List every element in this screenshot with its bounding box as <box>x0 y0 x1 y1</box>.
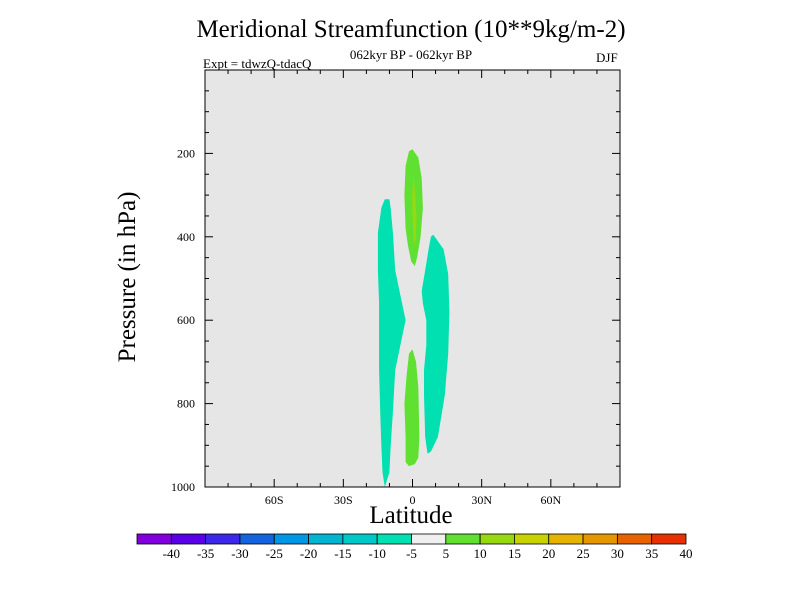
colorbar-swatch <box>170 533 207 545</box>
colorbar-label: 15 <box>508 546 521 561</box>
colorbar-label: 40 <box>680 546 693 561</box>
colorbar-swatch <box>342 533 378 545</box>
colorbar-swatch <box>136 533 172 545</box>
y-tick-label: 600 <box>177 313 195 327</box>
contour-regions <box>377 149 450 488</box>
colorbar-label: -10 <box>369 546 386 561</box>
colorbar-label: -30 <box>231 546 248 561</box>
colorbar-swatch <box>479 533 515 545</box>
x-tick-label: 0 <box>410 493 416 507</box>
colorbar-swatch <box>376 533 412 545</box>
colorbar-swatch <box>411 533 447 545</box>
chart-subtitle: 062kyr BP - 062kyr BP <box>349 47 473 62</box>
colorbar-label: 5 <box>443 546 450 561</box>
colorbar-swatch <box>205 533 241 545</box>
x-tick-label: 60N <box>540 493 561 507</box>
x-tick-label: 60S <box>265 493 284 507</box>
colorbar-label: 10 <box>474 546 487 561</box>
x-tick-label: 30N <box>471 493 492 507</box>
colorbar-swatch <box>308 533 344 545</box>
colorbar-label: 25 <box>577 546 590 561</box>
colorbar-label: -25 <box>266 546 283 561</box>
plot-border <box>204 69 621 488</box>
colorbar-label: -5 <box>406 546 417 561</box>
colorbar-label: 20 <box>542 546 555 561</box>
colorbar-label: -35 <box>197 546 214 561</box>
colorbar-swatch <box>273 533 309 545</box>
y-tick-label: 200 <box>177 146 195 160</box>
contour-region-positive-core-upper <box>412 174 417 246</box>
colorbar-label: -20 <box>300 546 317 561</box>
colorbar-swatch <box>616 533 653 545</box>
colorbar-swatch <box>548 533 584 545</box>
colorbar-swatch <box>514 533 550 545</box>
y-tick-label: 800 <box>177 397 195 411</box>
contour-region-negative-cell-south <box>377 199 406 488</box>
colorbar-label: 30 <box>611 546 624 561</box>
experiment-label: Expt = tdwzQ-tdacQ <box>203 56 312 71</box>
colorbar-label: -40 <box>163 546 180 561</box>
y-tick-label: 1000 <box>171 480 195 494</box>
colorbar-swatch <box>445 533 481 545</box>
season-label: DJF <box>596 50 618 65</box>
x-tick-label: 30S <box>334 493 353 507</box>
colorbar-swatch <box>582 533 618 545</box>
chart-title: Meridional Streamfunction (10**9kg/m-2) <box>196 16 626 43</box>
colorbar-swatch <box>651 533 687 545</box>
colorbar-label: 35 <box>645 546 658 561</box>
contour-region-negative-cell-north <box>421 234 450 454</box>
x-axis-label: Latitude <box>369 502 453 529</box>
colorbar: -40 -35 -30 -25 -20 -15 -10 -5 5 10 15 20 25 30 35 40 <box>136 533 693 561</box>
colorbar-swatch <box>239 533 275 545</box>
y-tick-label: 400 <box>177 230 195 244</box>
contour-region-positive-cell-lower <box>404 349 420 467</box>
colorbar-label: -15 <box>334 546 351 561</box>
plot-frame <box>204 69 621 488</box>
